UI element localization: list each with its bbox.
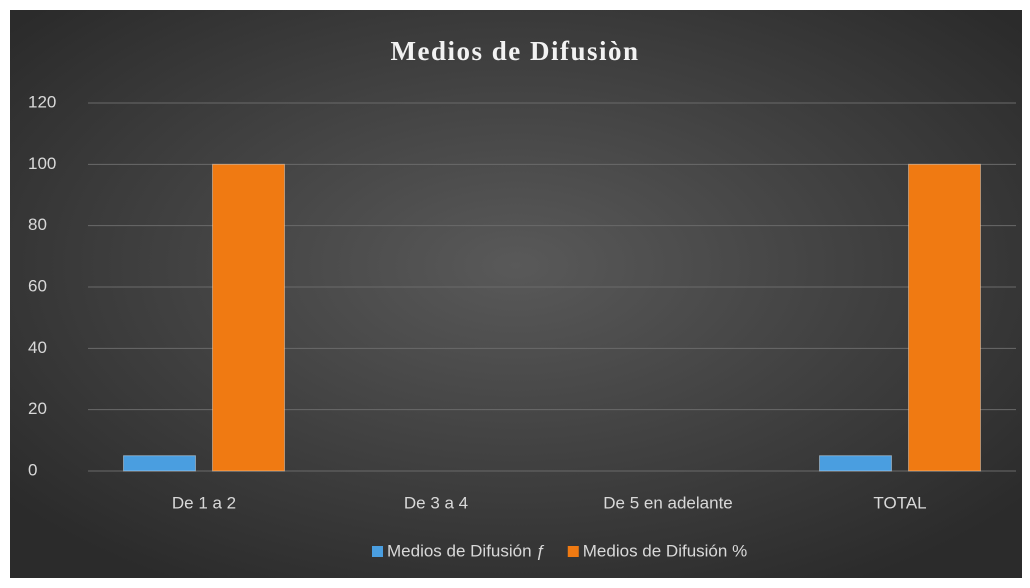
bar (123, 455, 196, 472)
x-tick-label: De 3 a 4 (404, 493, 468, 512)
x-tick-label: TOTAL (873, 493, 926, 512)
legend-label: Medios de Difusión % (583, 541, 747, 560)
y-tick-label: 40 (28, 338, 47, 357)
y-tick-label: 0 (28, 460, 37, 479)
y-tick-label: 60 (28, 276, 47, 295)
x-tick-label: De 5 en adelante (603, 493, 733, 512)
legend-swatch (567, 546, 579, 557)
legend-label: Medios de Difusión ƒ (387, 541, 546, 560)
y-tick-label: 120 (28, 92, 56, 111)
chart-title: Medios de Difusiòn (390, 36, 639, 66)
y-tick-label: 100 (28, 154, 56, 173)
y-tick-label: 80 (28, 215, 47, 234)
x-tick-label: De 1 a 2 (172, 493, 236, 512)
y-tick-label: 20 (28, 399, 47, 418)
bar (908, 163, 981, 472)
chart-background (10, 10, 1022, 578)
legend-swatch (372, 546, 383, 557)
bar (212, 163, 285, 472)
bar (819, 455, 892, 472)
